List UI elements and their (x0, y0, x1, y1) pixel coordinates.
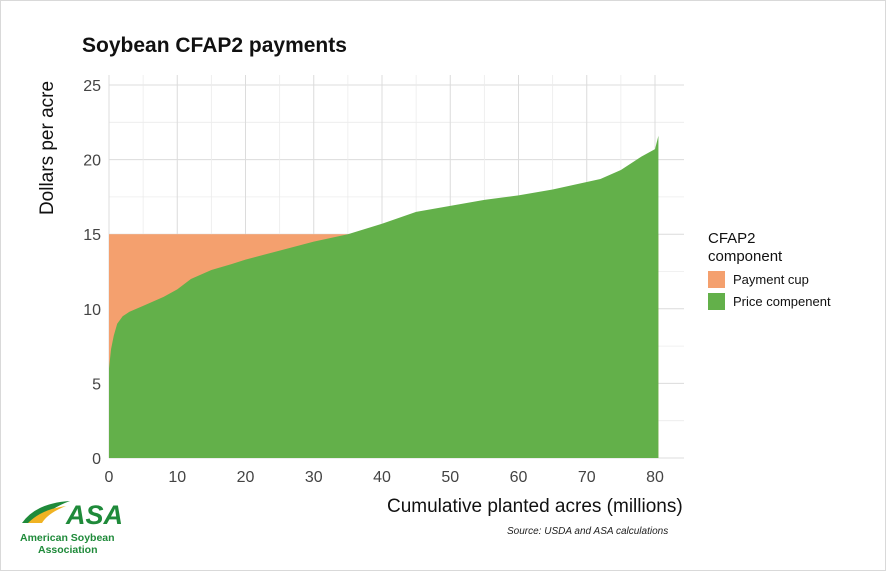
logo-swoosh-yellow (28, 506, 66, 523)
legend-swatch-price-component (708, 293, 725, 310)
x-tick-label: 80 (646, 469, 664, 486)
x-tick-label: 60 (510, 469, 528, 486)
x-tick-label: 10 (168, 469, 186, 486)
x-axis-label: Cumulative planted acres (millions) (387, 496, 683, 517)
legend-swatch-payment-cup (708, 271, 725, 288)
x-tick-labels: 0 10 20 30 40 50 60 70 80 (105, 469, 664, 486)
area-price-component (109, 135, 659, 458)
logo-line-1: American Soybean (20, 532, 115, 544)
legend-title: CFAP2 component (708, 230, 783, 265)
y-tick-label: 5 (92, 376, 101, 393)
x-tick-label: 70 (578, 469, 596, 486)
x-tick-label: 0 (105, 469, 114, 486)
x-tick-label: 50 (441, 469, 459, 486)
x-tick-label: 40 (373, 469, 391, 486)
x-tick-label: 30 (305, 469, 323, 486)
data-areas (109, 135, 659, 458)
legend-item-price-component: Price compenent (708, 293, 831, 310)
x-tick-label: 20 (237, 469, 255, 486)
source-note: Source: USDA and ASA calculations (507, 526, 669, 537)
y-tick-label: 25 (83, 78, 101, 95)
legend-label-payment-cup: Payment cup (733, 272, 809, 287)
y-tick-label: 0 (92, 451, 101, 468)
legend-label-price-component: Price compenent (733, 294, 831, 309)
chart-title: Soybean CFAP2 payments (82, 34, 347, 57)
y-tick-label: 20 (83, 153, 101, 170)
y-tick-label: 10 (83, 302, 101, 319)
asa-logo: ASA American Soybean Association (20, 500, 123, 556)
legend-item-payment-cup: Payment cup (708, 271, 831, 288)
y-tick-label: 15 (83, 227, 101, 244)
logo-line-2: Association (38, 544, 98, 556)
legend: CFAP2 component Payment cup Price compen… (708, 230, 831, 310)
logo-letters: ASA (65, 500, 123, 530)
y-tick-labels: 0 5 10 15 20 25 (83, 78, 101, 468)
